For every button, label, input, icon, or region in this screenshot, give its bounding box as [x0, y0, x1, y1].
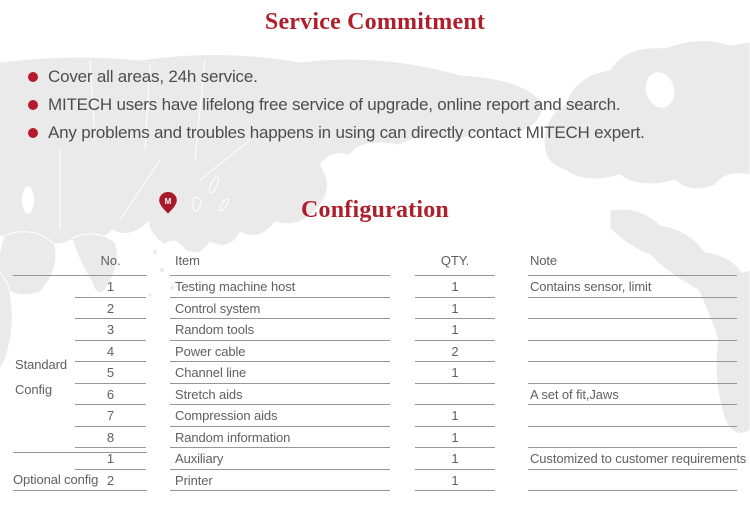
- map-korea: [192, 197, 202, 213]
- cell-item: Printer: [170, 470, 390, 491]
- cell-no: 8: [75, 427, 146, 448]
- cell-note: [528, 405, 737, 427]
- cell-note: [528, 298, 737, 319]
- cell-no: 5: [75, 362, 146, 384]
- bullet-icon: [28, 100, 38, 110]
- map-island: [169, 285, 175, 291]
- map-india: [71, 233, 118, 294]
- cell-no: 6: [75, 384, 146, 405]
- configuration-table: No. Item QTY. Note 1 Testing machine hos…: [0, 248, 750, 503]
- cell-item: Power cable: [170, 341, 390, 362]
- table-row: 4 Power cable 2: [0, 341, 750, 362]
- cell-qty: 2: [415, 341, 495, 362]
- cell-item: Testing machine host: [170, 276, 390, 298]
- map-africa: [0, 271, 13, 370]
- cell-item: Random tools: [170, 319, 390, 341]
- cell-note: [528, 341, 737, 362]
- group-column-header-line: [13, 275, 147, 276]
- bullet-text: Any problems and troubles happens in usi…: [48, 123, 645, 142]
- cell-item: Auxiliary: [170, 448, 390, 470]
- column-header-qty: QTY.: [415, 248, 495, 276]
- cell-item: Compression aids: [170, 405, 390, 427]
- table-row: 5 Channel line 1: [0, 362, 750, 384]
- group-label-standard-config: Standard Config: [15, 357, 67, 397]
- table-row: 1 Testing machine host 1 Contains sensor…: [0, 276, 750, 298]
- cell-no: 4: [75, 341, 146, 362]
- column-header-item: Item: [170, 248, 390, 276]
- list-item: MITECH users have lifelong free service …: [28, 91, 645, 119]
- map-island: [187, 282, 193, 288]
- cell-qty: 1: [415, 319, 495, 341]
- cell-qty: 1: [415, 470, 495, 491]
- table-row: 1 Auxiliary 1 Customized to customer req…: [0, 448, 750, 470]
- bullet-icon: [28, 128, 38, 138]
- cell-item: Stretch aids: [170, 384, 390, 405]
- map-south-america: [609, 208, 750, 434]
- page-title-service-commitment: Service Commitment: [264, 9, 486, 35]
- table-row: 7 Compression aids 1: [0, 405, 750, 427]
- group-label-optional-config: Optional config: [13, 472, 99, 487]
- cell-qty: 1: [415, 276, 495, 298]
- cell-item: Random information: [170, 427, 390, 448]
- group-divider-line: [13, 452, 147, 453]
- map-caspian-sea: [22, 186, 34, 214]
- service-bullet-list: Cover all areas, 24h service. MITECH use…: [28, 63, 645, 147]
- column-header-note: Note: [528, 248, 737, 276]
- table-row: 2 Control system 1: [0, 298, 750, 319]
- column-header-no: No.: [75, 248, 146, 276]
- cell-item: Channel line: [170, 362, 390, 384]
- map-hudson-bay: [645, 72, 675, 108]
- cell-qty: 1: [415, 298, 495, 319]
- cell-no: 1: [75, 276, 146, 298]
- cell-note: A set of fit,Jaws: [528, 384, 737, 405]
- table-row: 3 Random tools 1: [0, 319, 750, 341]
- cell-no: 7: [75, 405, 146, 427]
- table-row: 8 Random information 1: [0, 427, 750, 448]
- cell-note: Customized to customer requirements: [528, 448, 746, 470]
- map-japan-south: [218, 198, 230, 212]
- bullet-text: MITECH users have lifelong free service …: [48, 95, 621, 114]
- table-row: 6 Stretch aids A set of fit,Jaws: [0, 384, 750, 405]
- bullet-text: Cover all areas, 24h service.: [48, 67, 258, 86]
- cell-no: 1: [75, 448, 146, 470]
- map-island: [147, 292, 153, 298]
- pin-glyph: M: [165, 197, 172, 206]
- cell-note: Contains sensor, limit: [528, 276, 737, 298]
- list-item: Any problems and troubles happens in usi…: [28, 119, 645, 147]
- bullet-icon: [28, 72, 38, 82]
- list-item: Cover all areas, 24h service.: [28, 63, 645, 91]
- map-arabia: [0, 231, 57, 296]
- cell-note: [528, 362, 737, 384]
- cell-no: 3: [75, 319, 146, 341]
- cell-qty: 1: [415, 362, 495, 384]
- cell-no: 2: [75, 298, 146, 319]
- section-title-configuration: Configuration: [301, 197, 449, 223]
- cell-item: Control system: [170, 298, 390, 319]
- map-japan: [208, 176, 220, 194]
- cell-note: [528, 470, 737, 491]
- cell-qty: 1: [415, 448, 495, 470]
- cell-qty: 1: [415, 405, 495, 427]
- cell-qty: 1: [415, 427, 495, 448]
- cell-note: [528, 427, 737, 448]
- table-row: 2 Printer 1: [0, 470, 750, 491]
- cell-note: [528, 319, 737, 341]
- group-bottom-line: [13, 490, 147, 491]
- map-island: [152, 249, 158, 255]
- map-island: [159, 267, 165, 273]
- location-pin-icon: M: [159, 192, 177, 214]
- map-north-america: [543, 40, 750, 190]
- cell-qty: [415, 384, 495, 405]
- table-header-row: No. Item QTY. Note: [0, 248, 750, 276]
- map-borders: [59, 59, 251, 230]
